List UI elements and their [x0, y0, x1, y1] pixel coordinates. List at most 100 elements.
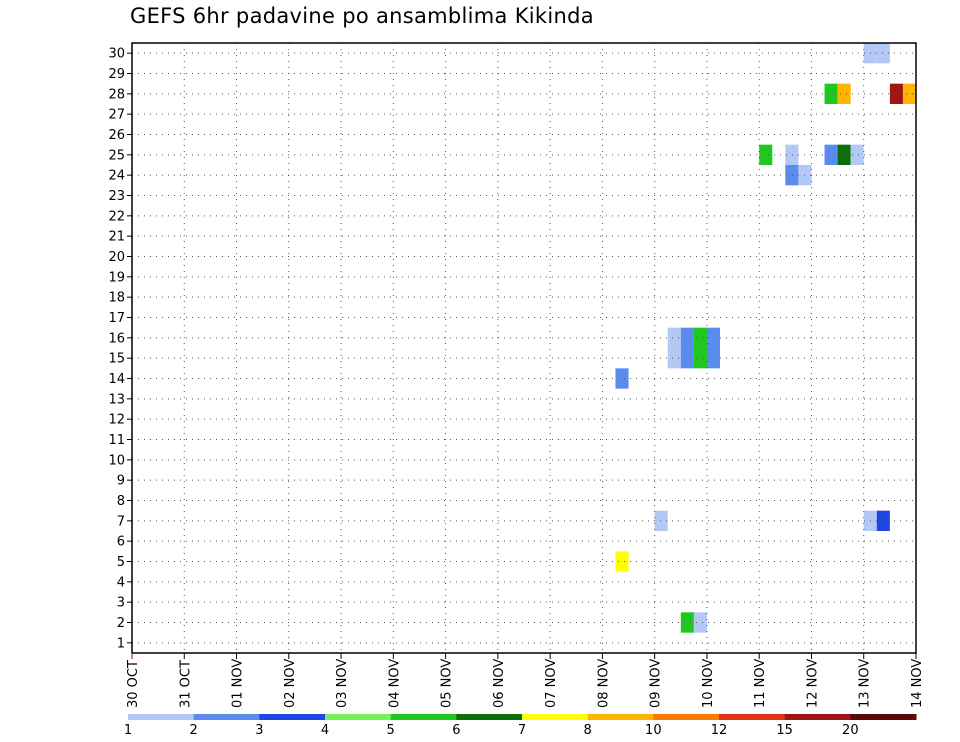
y-tick-label: 7 [117, 514, 125, 529]
colorbar: 1 2 3 4 5 6 7 8 10 12 15 20 [124, 714, 917, 738]
y-tick-label: 22 [108, 209, 125, 224]
y-tick-label: 4 [117, 575, 125, 590]
colorbar-segment [325, 714, 392, 720]
chart-title: GEFS 6hr padavine po ansamblima Kikinda [130, 4, 594, 28]
precip-cell [759, 144, 773, 165]
x-tick-label: 04 NOV [387, 659, 402, 708]
precip-cell [785, 144, 799, 165]
y-tick-label: 5 [117, 555, 125, 570]
y-tick-label: 28 [108, 87, 125, 102]
x-tick-label: 06 NOV [492, 659, 507, 708]
x-tick-label: 14 NOV [910, 659, 925, 708]
y-tick-label: 19 [108, 270, 125, 285]
precip-cell [876, 510, 890, 531]
colorbar-label: 3 [255, 723, 263, 738]
colorbar-segment [259, 714, 326, 720]
y-tick-label: 6 [117, 535, 125, 550]
y-tick-label: 17 [108, 311, 125, 326]
precip-cell [693, 612, 707, 633]
colorbar-label: 1 [124, 723, 132, 738]
x-tick-label: 12 NOV [805, 659, 820, 708]
x-tick-label: 03 NOV [335, 659, 350, 708]
colorbar-segment [193, 714, 260, 720]
y-tick-label: 26 [108, 128, 125, 143]
x-tick-label: 31 OCT [178, 660, 193, 708]
y-tick-label: 2 [117, 616, 125, 631]
y-tick-label: 29 [108, 67, 125, 82]
y-axis: 1234567891011121314151617181920212223242… [108, 47, 132, 651]
y-tick-label: 3 [117, 596, 125, 611]
precip-cell [615, 368, 629, 389]
precip-cell [850, 144, 864, 165]
colorbar-label: 4 [321, 723, 329, 738]
x-tick-label: 07 NOV [544, 659, 559, 708]
colorbar-label: 8 [584, 723, 592, 738]
y-tick-label: 30 [108, 47, 125, 62]
colorbar-label: 15 [776, 723, 793, 738]
colorbar-segment [719, 714, 786, 720]
y-tick-label: 11 [108, 433, 125, 448]
y-tick-label: 15 [108, 352, 125, 367]
x-tick-label: 13 NOV [858, 659, 873, 708]
precip-cell [654, 510, 668, 531]
y-tick-label: 24 [108, 169, 125, 184]
y-tick-label: 1 [117, 636, 125, 651]
y-tick-label: 21 [108, 230, 125, 245]
x-tick-label: 09 NOV [649, 659, 664, 708]
colorbar-label: 5 [387, 723, 395, 738]
colorbar-label: 2 [190, 723, 198, 738]
colorbar-label: 7 [518, 723, 526, 738]
precip-cell [902, 83, 916, 104]
colorbar-segment [390, 714, 457, 720]
precip-cell [667, 348, 681, 369]
colorbar-label: 6 [452, 723, 460, 738]
y-tick-label: 25 [108, 148, 125, 163]
colorbar-label: 12 [711, 723, 728, 738]
colorbar-segment [522, 714, 589, 720]
precip-cell [693, 327, 707, 348]
precip-cell [615, 551, 629, 572]
precip-cell [785, 165, 799, 186]
x-tick-label: 10 NOV [701, 659, 716, 708]
colorbar-segment [850, 714, 917, 720]
y-tick-label: 12 [108, 413, 125, 428]
precip-cell [824, 83, 838, 104]
precip-cell [667, 327, 681, 348]
x-tick-label: 08 NOV [596, 659, 611, 708]
y-tick-label: 13 [108, 392, 125, 407]
precip-cell [824, 144, 838, 165]
plot-frame [131, 42, 917, 654]
y-tick-label: 16 [108, 331, 125, 346]
colorbar-segment [456, 714, 523, 720]
x-tick-label: 11 NOV [753, 659, 768, 708]
precip-cell [680, 348, 694, 369]
colorbar-segment [784, 714, 851, 720]
cells-layer [615, 43, 916, 633]
y-tick-label: 20 [108, 250, 125, 265]
precip-cell [680, 612, 694, 633]
colorbar-label: 10 [645, 723, 662, 738]
precip-cell [837, 144, 851, 165]
x-tick-label: 30 OCT [126, 660, 141, 708]
y-tick-label: 9 [117, 474, 125, 489]
y-tick-label: 8 [117, 494, 125, 509]
x-tick-label: 02 NOV [283, 659, 298, 708]
colorbar-segment [587, 714, 654, 720]
colorbar-segment [653, 714, 720, 720]
precip-cell [876, 43, 890, 64]
y-tick-label: 18 [108, 291, 125, 306]
y-tick-label: 14 [108, 372, 125, 387]
y-tick-label: 10 [108, 453, 125, 468]
precip-cell [693, 348, 707, 369]
precip-cell [706, 327, 720, 348]
x-axis: 30 OCT 31 OCT 01 NOV 02 NOV 03 NOV 04 NOV 05 N… [126, 653, 925, 708]
precip-cell [889, 83, 903, 104]
precip-cell [680, 327, 694, 348]
x-tick-label: 05 NOV [440, 659, 455, 708]
precip-cell [837, 83, 851, 104]
y-tick-label: 27 [108, 108, 125, 123]
x-tick-label: 01 NOV [231, 659, 246, 708]
grid-layer [131, 43, 917, 653]
precip-cell [706, 348, 720, 369]
